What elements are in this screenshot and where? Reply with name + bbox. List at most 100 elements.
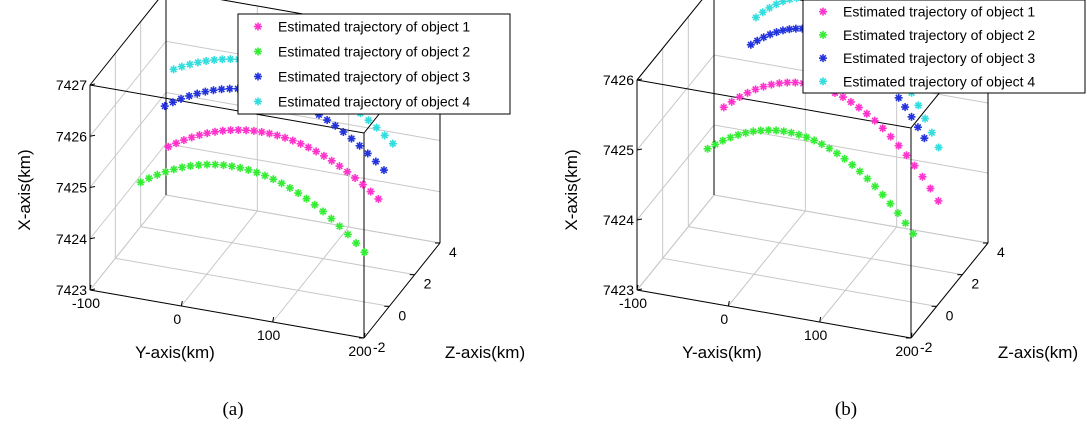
grid-line	[727, 1, 806, 307]
data-point	[186, 161, 195, 170]
data-point	[219, 161, 228, 170]
data-point	[296, 139, 305, 148]
data-point	[168, 98, 177, 107]
y-tick-label: 2	[971, 276, 979, 292]
data-point	[825, 144, 834, 153]
data-point	[703, 144, 712, 153]
data-point	[778, 26, 787, 35]
panel-b: 7423 7424 7425 7426 -100 0 100 200 -2 0 2 4 X-axis(k…	[562, 0, 1086, 420]
data-point	[727, 97, 736, 106]
data-point	[764, 126, 773, 135]
grid-line	[140, 21, 415, 276]
data-point	[285, 183, 294, 192]
data-point	[210, 55, 219, 64]
data-point	[734, 130, 743, 139]
data-point	[281, 133, 290, 142]
data-point	[164, 142, 173, 151]
data-point	[273, 131, 282, 140]
x-tick-label: -100	[72, 295, 100, 311]
x-tick-label: 200	[348, 343, 372, 359]
data-point	[327, 156, 336, 165]
legend-marker	[819, 7, 827, 16]
data-point	[323, 116, 332, 125]
data-point	[294, 189, 303, 198]
data-point	[217, 85, 226, 94]
z-tick-label: 7423	[56, 282, 87, 298]
data-point	[772, 0, 781, 9]
z-tick-label: 7424	[603, 212, 634, 228]
grid-line	[114, 53, 390, 307]
tick-mark	[636, 284, 639, 291]
data-point	[351, 173, 360, 182]
data-point	[144, 174, 153, 183]
data-point	[335, 222, 344, 231]
data-point	[310, 200, 319, 209]
legend-label: Estimated trajectory of object 3	[278, 69, 470, 85]
data-point	[878, 124, 887, 133]
data-point	[759, 82, 768, 91]
y-tick-label: 4	[997, 244, 1005, 260]
data-point	[261, 171, 270, 180]
y-tick-label: 4	[449, 244, 457, 260]
data-point	[863, 174, 872, 183]
data-point	[914, 101, 923, 110]
data-point	[249, 126, 258, 135]
data-point	[751, 13, 760, 22]
legend-marker	[254, 72, 262, 81]
x-tick-label: 100	[257, 327, 281, 343]
data-point	[846, 97, 855, 106]
grid-line	[89, 0, 167, 291]
data-point	[364, 116, 373, 125]
data-point	[711, 140, 720, 149]
y-tick-label: 2	[424, 276, 432, 292]
data-point	[718, 136, 727, 145]
data-point	[319, 207, 328, 216]
tick-mark	[727, 300, 730, 307]
data-point	[352, 239, 361, 248]
legend-box	[802, 0, 1086, 94]
data-point	[277, 179, 286, 188]
data-point	[371, 157, 380, 166]
series-1	[164, 126, 383, 203]
data-point	[160, 102, 169, 111]
data-point	[886, 199, 895, 208]
data-point	[319, 151, 328, 160]
data-point	[910, 161, 919, 170]
panel-a: 7423 7424 7425 7426 7427 -100 0 100 200 -2 0 2 4 X-ax…	[15, 0, 525, 420]
data-point	[201, 87, 210, 96]
z-tick-label: 7423	[603, 282, 634, 298]
y-tick-label: -2	[920, 339, 933, 355]
data-point	[234, 126, 243, 134]
grid-line	[662, 48, 937, 307]
data-point	[136, 178, 145, 187]
panel-caption: (b)	[835, 399, 857, 420]
data-point	[719, 103, 728, 112]
data-point	[226, 126, 235, 135]
data-point	[209, 86, 218, 95]
data-point	[772, 126, 781, 135]
data-point	[185, 60, 194, 69]
y-tick-label: -2	[373, 339, 386, 355]
data-point	[870, 116, 879, 125]
data-point	[817, 140, 826, 149]
x-axis-label: Y-axis(km)	[135, 343, 215, 362]
data-point	[909, 229, 918, 238]
data-point	[363, 149, 372, 158]
y-tick-label: 0	[946, 307, 954, 323]
data-point	[918, 172, 927, 181]
data-point	[302, 194, 311, 203]
tick-mark	[636, 218, 643, 221]
grid-line	[89, 194, 441, 291]
tick-labels: 7423 7424 7425 7426 -100 0 100 200 -2 0 2 4	[603, 72, 1005, 359]
data-point	[920, 134, 929, 143]
z-tick-label: 7426	[56, 128, 87, 144]
x-axis-line	[636, 289, 912, 339]
data-point	[153, 170, 162, 179]
data-point	[921, 114, 930, 123]
tick-mark	[636, 288, 643, 291]
tick-mark	[636, 78, 643, 81]
data-point	[203, 160, 212, 169]
data-point	[894, 141, 903, 150]
data-point	[265, 129, 274, 138]
data-point	[766, 30, 775, 39]
